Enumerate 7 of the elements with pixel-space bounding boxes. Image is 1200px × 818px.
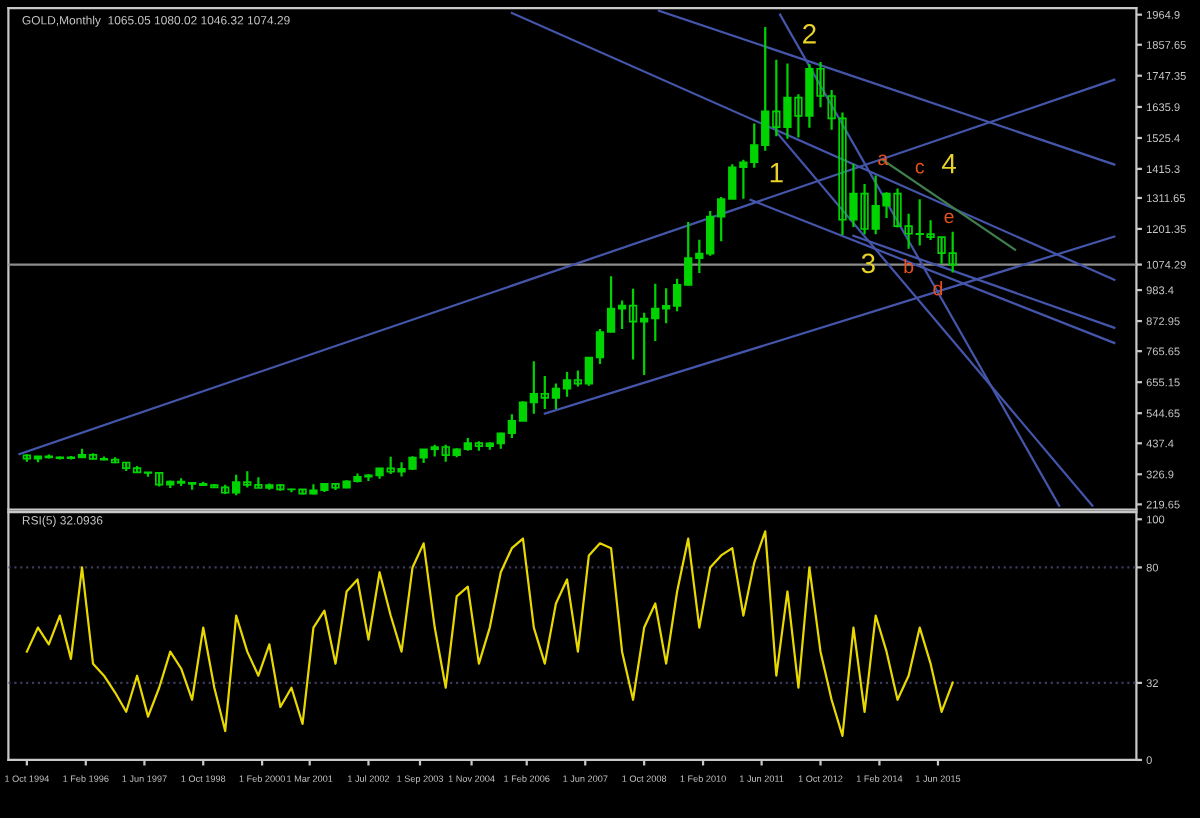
annotation: 2 xyxy=(803,24,816,44)
annotation: a xyxy=(878,154,889,166)
annotation: 1 xyxy=(770,163,783,183)
annotation: e xyxy=(944,212,954,224)
annotation: d xyxy=(933,281,943,296)
annotation: 4 xyxy=(941,154,956,174)
annotation: c xyxy=(915,162,925,174)
